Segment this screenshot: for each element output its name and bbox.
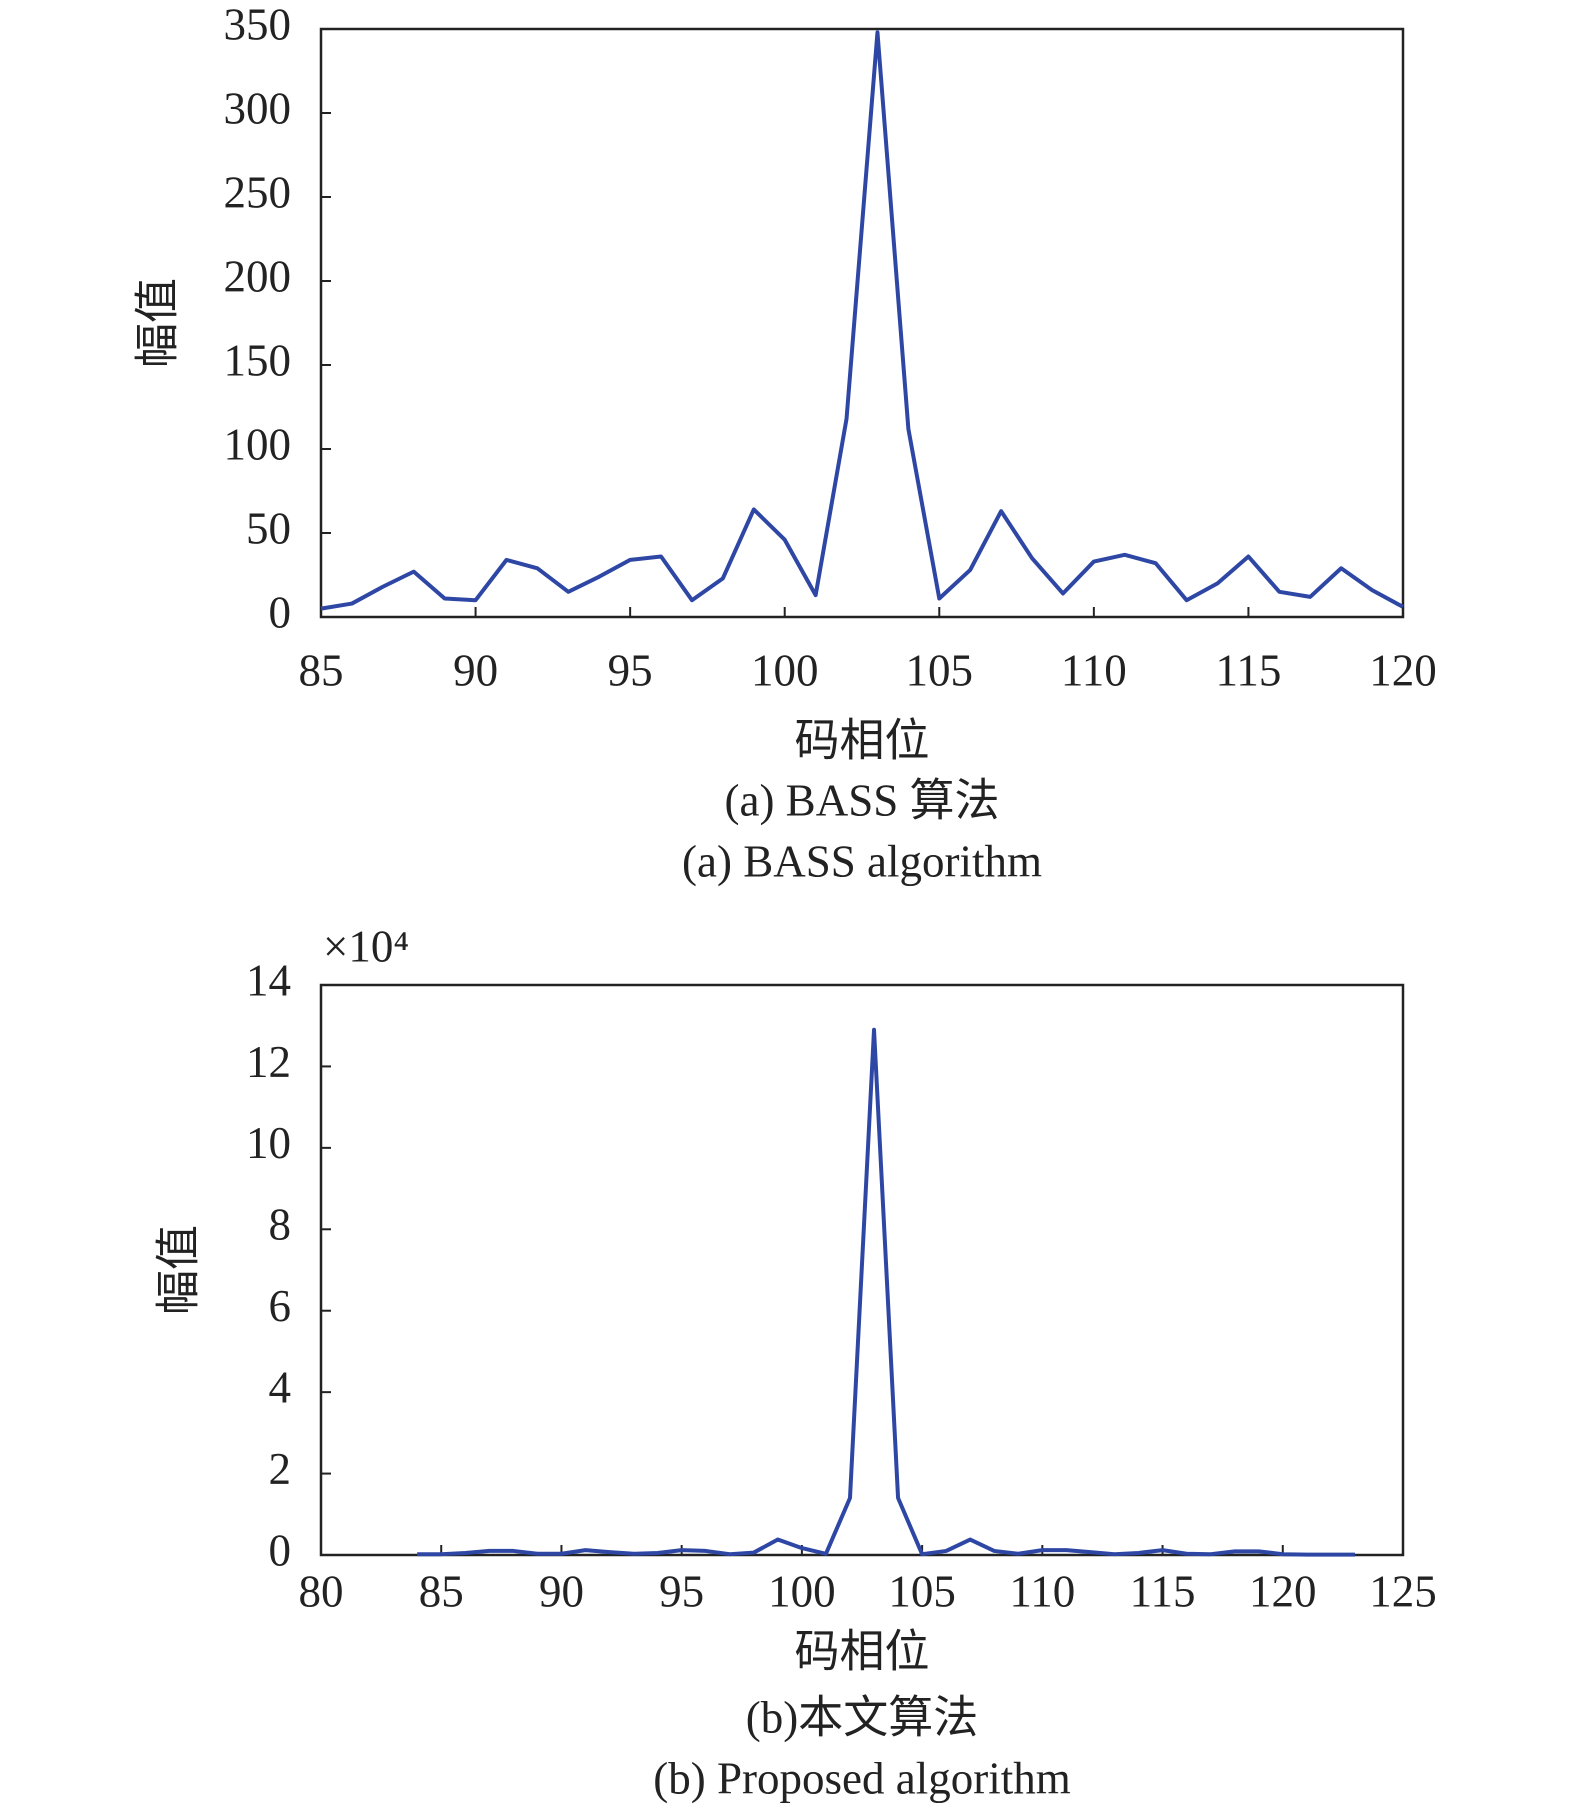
y-tick-label: 300 <box>224 83 292 133</box>
x-tick-label: 125 <box>1369 1566 1437 1616</box>
x-tick-label: 95 <box>659 1566 704 1616</box>
x-tick-label: 110 <box>1061 645 1127 695</box>
x-tick-label: 100 <box>751 645 819 695</box>
y-tick-label: 0 <box>269 587 292 637</box>
caption-en: (a) BASS algorithm <box>682 836 1042 886</box>
x-tick-label: 85 <box>299 645 344 695</box>
data-line <box>417 1027 1355 1557</box>
y-tick-label: 0 <box>269 1525 292 1575</box>
y-tick-label: 50 <box>246 503 291 553</box>
y-tick-label: 12 <box>246 1037 291 1087</box>
y-tick-label: 14 <box>246 955 291 1005</box>
y-tick-label: 150 <box>224 335 292 385</box>
y-axis-label: 幅值 <box>132 278 182 368</box>
data-line <box>320 30 1404 611</box>
x-tick-label: 90 <box>453 645 498 695</box>
x-tick-label: 115 <box>1130 1566 1196 1616</box>
x-tick-label: 90 <box>539 1566 584 1616</box>
y-tick-label: 350 <box>224 0 292 49</box>
caption-en: (b) Proposed algorithm <box>653 1753 1070 1803</box>
y-tick-label: 8 <box>269 1200 292 1250</box>
x-tick-label: 100 <box>768 1566 836 1616</box>
x-tick-label: 105 <box>888 1566 956 1616</box>
plot-frame <box>319 983 1405 1557</box>
caption: (b)本文算法 <box>746 1692 978 1742</box>
x-tick-label: 120 <box>1369 645 1437 695</box>
x-tick-label: 105 <box>906 645 974 695</box>
plot-frame <box>319 27 1405 619</box>
caption: (a) BASS 算法 <box>724 775 999 825</box>
y-scale-label: ×10⁴ <box>323 921 409 971</box>
x-tick-label: 115 <box>1216 645 1282 695</box>
y-tick-label: 200 <box>224 251 292 301</box>
y-tick-label: 100 <box>224 419 292 469</box>
x-tick-label: 120 <box>1249 1566 1317 1616</box>
x-tick-label: 85 <box>419 1566 464 1616</box>
x-axis-label: 码相位 <box>794 1626 929 1676</box>
y-tick-label: 6 <box>269 1281 292 1331</box>
y-tick-label: 10 <box>246 1118 291 1168</box>
x-tick-label: 95 <box>608 645 653 695</box>
y-tick-label: 4 <box>269 1362 292 1412</box>
x-axis-label: 码相位 <box>794 715 929 765</box>
x-tick-label: 110 <box>1009 1566 1075 1616</box>
y-tick-label: 250 <box>224 167 292 217</box>
x-tick-label: 80 <box>299 1566 344 1616</box>
y-tick-label: 2 <box>269 1444 292 1494</box>
y-axis-label: 幅值 <box>153 1225 203 1315</box>
